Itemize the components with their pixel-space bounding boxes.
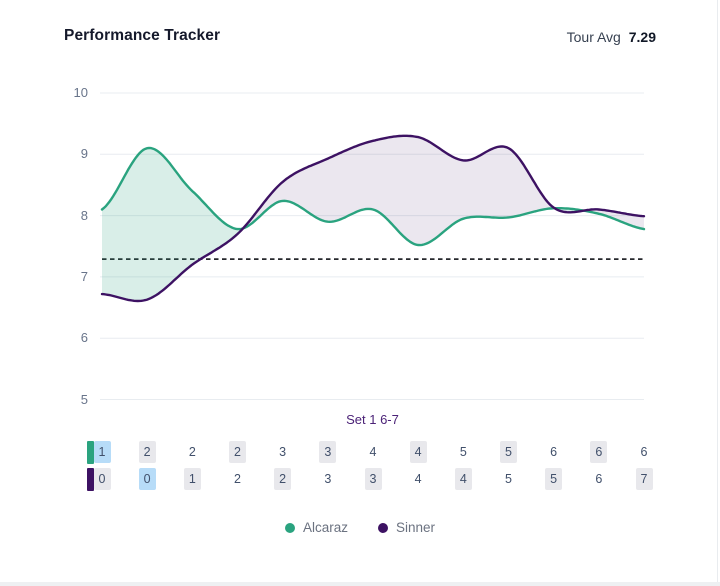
sinner-dot-icon <box>377 522 388 533</box>
score-cell: 5 <box>459 445 467 459</box>
performance-chart <box>100 92 646 400</box>
y-tick-label: 9 <box>80 146 88 162</box>
score-cell: 3 <box>279 445 287 459</box>
score-cell: 5 <box>505 472 512 486</box>
y-tick-label: 5 <box>80 391 88 407</box>
y-tick-label: 10 <box>73 85 88 100</box>
score-cell: 4 <box>369 445 377 459</box>
score-cell: 5 <box>500 441 517 463</box>
y-tick-label: 8 <box>80 207 88 223</box>
tour-avg: Tour Avg 7.29 <box>567 29 656 45</box>
score-cell: 3 <box>364 468 382 490</box>
sinner-advantage-area <box>243 135 555 246</box>
score-cell: 2 <box>229 441 246 463</box>
score-cell: 3 <box>324 472 332 486</box>
y-tick-label: 7 <box>80 268 88 284</box>
score-cell: 6 <box>640 445 648 459</box>
score-cell: 7 <box>635 468 653 490</box>
legend-label: Alcaraz <box>302 520 348 535</box>
score-cell: 4 <box>454 468 472 490</box>
score-cell: 4 <box>414 472 422 486</box>
score-cell: 3 <box>319 441 337 463</box>
score-cell: 0 <box>138 468 156 490</box>
score-cell: 4 <box>409 441 427 463</box>
sinner-marker-bar <box>86 467 94 491</box>
alcaraz-dot-icon <box>284 522 295 533</box>
score-cell: 6 <box>595 472 603 486</box>
card-bottom-strip <box>0 582 720 586</box>
legend-label: Sinner <box>395 520 436 535</box>
alcaraz-marker-bar <box>86 440 94 464</box>
score-cell: 2 <box>188 445 196 459</box>
y-tick-label: 6 <box>80 330 88 346</box>
legend-item-alcaraz[interactable]: Alcaraz <box>284 520 348 535</box>
alcaraz-advantage-area <box>102 148 243 301</box>
set-score-label: Set 1 6-7 <box>346 412 399 427</box>
score-cell: 2 <box>138 441 156 463</box>
score-cell: 1 <box>183 468 201 490</box>
score-cell: 5 <box>545 468 563 490</box>
chart-legend: Alcaraz Sinner <box>0 520 720 535</box>
page-title: Performance Tracker <box>64 27 221 44</box>
score-cell: 6 <box>590 441 608 463</box>
score-cell: 2 <box>234 472 241 486</box>
score-cell: 0 <box>93 468 111 490</box>
score-cell: 2 <box>274 468 292 490</box>
card-right-edge <box>717 0 718 586</box>
score-cell: 1 <box>93 441 111 463</box>
legend-item-sinner[interactable]: Sinner <box>377 520 436 535</box>
score-cell: 6 <box>550 445 558 459</box>
tour-avg-value: 7.29 <box>628 29 656 45</box>
sinner-line <box>100 134 646 303</box>
tour-avg-label: Tour Avg <box>566 29 621 45</box>
